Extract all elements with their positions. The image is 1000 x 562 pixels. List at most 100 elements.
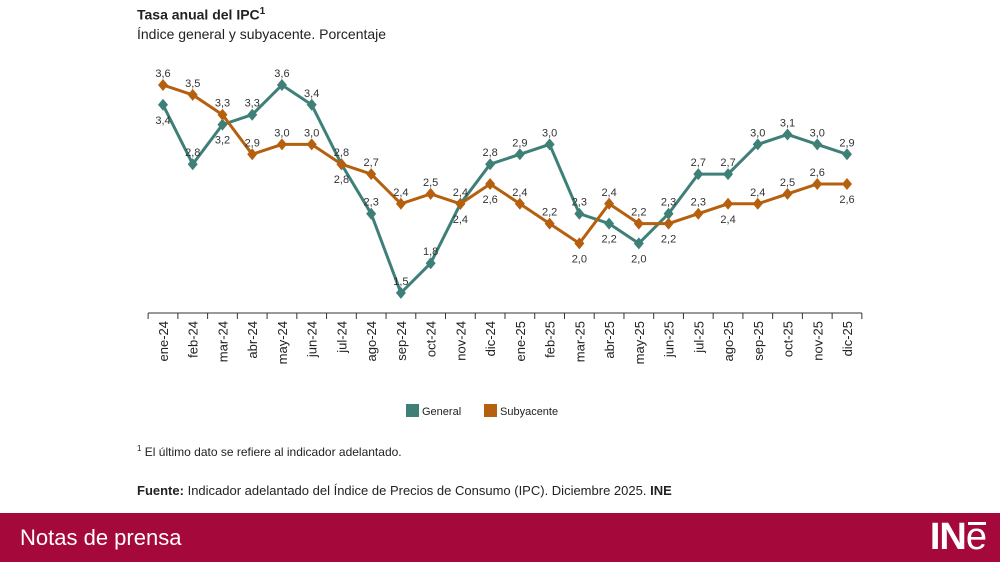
x-tick-label: ago-25 xyxy=(721,321,736,361)
data-point-general xyxy=(158,98,168,111)
x-tick-label: abr-25 xyxy=(602,321,617,359)
source: Fuente: Indicador adelantado del Índice … xyxy=(137,483,672,498)
data-point-subyacente xyxy=(514,197,525,210)
x-tick-label: may-24 xyxy=(275,321,290,364)
data-label: 3,0 xyxy=(810,127,825,139)
x-tick-label: jul-24 xyxy=(334,321,349,354)
data-label: 1,8 xyxy=(423,246,438,258)
data-point-general xyxy=(693,168,704,181)
ine-logo: INe xyxy=(929,516,987,558)
x-tick-label: ene-24 xyxy=(156,321,171,361)
data-point-general xyxy=(812,138,823,151)
data-label: 2,4 xyxy=(601,187,616,199)
x-tick-label: oct-24 xyxy=(424,321,439,357)
data-point-general xyxy=(782,128,793,141)
footnote-marker: 1 xyxy=(137,444,142,453)
data-point-subyacente xyxy=(336,158,347,171)
footer-bar: Notas de prensa INe xyxy=(0,513,1000,562)
data-label: 2,4 xyxy=(750,187,765,199)
data-label: 2,8 xyxy=(334,174,349,186)
data-label: 1,5 xyxy=(393,276,408,288)
series-line-general xyxy=(161,83,848,296)
x-tick-label: sep-24 xyxy=(394,321,409,361)
footer-title: Notas de prensa xyxy=(20,525,182,550)
data-label: 2,6 xyxy=(839,194,854,206)
data-point-subyacente xyxy=(604,197,615,210)
data-point-general xyxy=(247,108,258,121)
data-point-subyacente xyxy=(574,237,585,250)
data-point-general xyxy=(604,217,615,230)
data-label: 2,7 xyxy=(720,157,735,169)
data-point-general xyxy=(842,148,852,161)
data-label: 3,3 xyxy=(215,98,230,110)
data-point-general xyxy=(276,79,287,91)
data-point-subyacente xyxy=(782,187,793,200)
legend-swatch-subyacente xyxy=(484,404,497,417)
data-point-general xyxy=(574,207,585,220)
footnote-text: El último dato se refiere al indicador a… xyxy=(144,445,402,459)
data-label: 2,0 xyxy=(572,253,587,265)
data-label: 2,3 xyxy=(661,197,676,209)
data-label: 2,2 xyxy=(542,207,557,219)
data-point-general xyxy=(752,138,763,151)
x-tick-label: feb-24 xyxy=(186,321,201,358)
data-point-subyacente xyxy=(425,187,436,200)
data-label: 3,0 xyxy=(750,127,765,139)
data-point-subyacente xyxy=(455,197,466,210)
data-point-subyacente xyxy=(158,79,168,91)
x-tick-label: may-25 xyxy=(632,321,647,364)
data-label: 3,1 xyxy=(780,118,795,130)
data-point-general xyxy=(366,207,377,220)
data-point-general xyxy=(663,207,674,220)
x-tick-label: jul-25 xyxy=(691,321,706,354)
data-label: 2,4 xyxy=(453,187,468,199)
data-label: 2,7 xyxy=(691,157,706,169)
data-point-general xyxy=(395,286,406,299)
data-label: 2,2 xyxy=(661,234,676,246)
data-label: 2,8 xyxy=(482,147,497,159)
x-tick-label: jun-25 xyxy=(662,321,677,358)
data-point-subyacente xyxy=(842,178,852,190)
x-tick-label: nov-25 xyxy=(810,321,825,361)
data-point-general xyxy=(723,168,734,181)
data-label: 2,5 xyxy=(423,177,438,189)
x-tick-label: ago-24 xyxy=(364,321,379,361)
data-point-general xyxy=(514,148,525,161)
data-point-subyacente xyxy=(633,217,644,230)
data-point-subyacente xyxy=(276,138,287,151)
data-label: 2,3 xyxy=(364,197,379,209)
data-label: 2,0 xyxy=(631,253,646,265)
data-label: 3,5 xyxy=(185,78,200,90)
x-tick-label: dic-25 xyxy=(840,321,855,356)
data-label: 3,0 xyxy=(274,127,289,139)
data-label: 2,9 xyxy=(839,137,854,149)
legend-swatch-general xyxy=(406,404,419,417)
data-label: 2,2 xyxy=(631,207,646,219)
chart-subtitle: Índice general y subyacente. Porcentaje xyxy=(137,26,387,42)
data-point-general xyxy=(544,138,555,151)
x-tick-label: abr-24 xyxy=(245,321,260,359)
data-point-subyacente xyxy=(812,178,823,190)
data-label: 2,8 xyxy=(334,147,349,159)
data-point-subyacente xyxy=(544,217,555,230)
chart-title: Tasa anual del IPC1 xyxy=(137,6,265,23)
data-label: 2,4 xyxy=(720,214,735,226)
data-label: 2,9 xyxy=(512,137,527,149)
x-tick-label: jun-24 xyxy=(305,321,320,358)
data-label: 3,0 xyxy=(304,127,319,139)
data-point-subyacente xyxy=(187,88,198,101)
data-label: 2,5 xyxy=(780,177,795,189)
data-point-general xyxy=(485,158,496,171)
legend-label-general: General xyxy=(422,406,461,418)
data-point-subyacente xyxy=(247,148,258,161)
data-label: 2,6 xyxy=(810,167,825,179)
data-point-general xyxy=(306,98,317,111)
data-point-subyacente xyxy=(217,108,228,121)
x-tick-label: mar-25 xyxy=(572,321,587,362)
data-point-general xyxy=(217,118,228,131)
title-footnote-marker: 1 xyxy=(259,6,266,17)
footnote: 1 El último dato se refiere al indicador… xyxy=(137,444,402,459)
data-label: 2,3 xyxy=(572,197,587,209)
data-point-subyacente xyxy=(395,197,406,210)
source-org: INE xyxy=(650,483,672,498)
